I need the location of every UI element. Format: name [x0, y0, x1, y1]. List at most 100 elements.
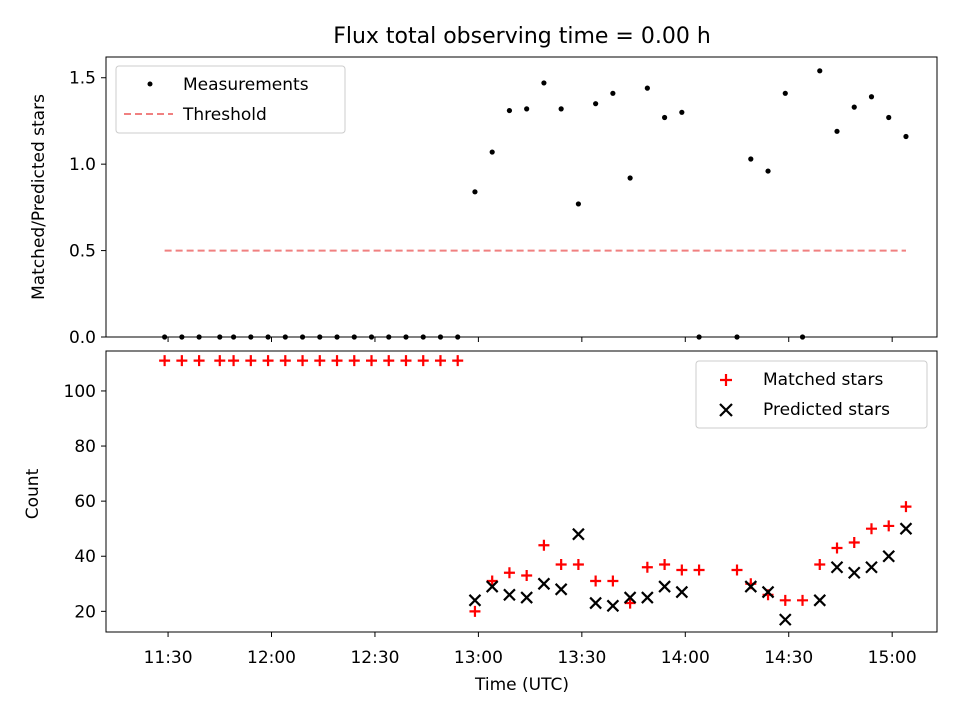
measurement-point	[196, 334, 202, 340]
matched-star-point	[486, 575, 498, 587]
legend-predicted-marker	[719, 403, 733, 417]
matched-star-point	[814, 559, 826, 571]
predicted-star-point	[485, 580, 499, 593]
matched-star-point	[176, 355, 188, 367]
measurement-point	[386, 334, 392, 340]
legend-measurements-label: Measurements	[183, 75, 309, 95]
bottom-y-tick-label: 60	[74, 492, 96, 512]
measurement-point	[575, 201, 581, 207]
matched-star-point	[831, 542, 843, 554]
matched-star-point	[314, 355, 326, 367]
matched-star-point	[348, 355, 360, 367]
matched-star-point	[521, 570, 533, 582]
top-y-tick-label: 1.0	[69, 155, 96, 175]
measurement-point	[489, 149, 495, 155]
measurement-point	[420, 334, 426, 340]
matched-star-point	[693, 564, 705, 576]
matched-star-point	[883, 520, 895, 532]
matched-star-point	[452, 355, 464, 367]
measurement-point	[696, 334, 702, 340]
predicted-star-point	[744, 580, 758, 593]
matched-star-point	[245, 355, 257, 367]
predicted-star-point	[899, 522, 913, 535]
bottom-legend: Matched stars Predicted stars	[695, 360, 928, 429]
matched-star-point	[279, 355, 291, 367]
measurement-point	[437, 334, 444, 340]
matched-star-point	[659, 559, 671, 571]
x-tick-label: 15:00	[868, 648, 917, 668]
matched-star-point	[900, 501, 912, 513]
top-y-tick-label: 0.0	[69, 328, 96, 348]
measurement-point	[334, 334, 340, 340]
matched-star-point	[676, 564, 688, 576]
x-tick-label: 13:30	[557, 648, 606, 668]
measurement-point	[179, 334, 185, 340]
measurement-point	[472, 189, 478, 195]
matched-star-point	[572, 559, 584, 571]
measurement-point	[351, 334, 357, 340]
matched-star-point	[503, 567, 515, 579]
legend-predicted-label: Predicted stars	[763, 400, 890, 420]
measurement-point	[748, 156, 754, 162]
matched-star-point	[624, 597, 636, 609]
measurement-point	[799, 334, 806, 340]
measurement-point	[403, 334, 409, 340]
predicted-star-point	[761, 585, 775, 599]
predicted-star-point	[572, 527, 585, 541]
measurement-point	[679, 109, 685, 115]
predicted-star-point	[641, 591, 654, 604]
bottom-y-tick-label: 40	[74, 547, 96, 567]
bottom-panel: 11:30 12:00 12:30 13:00 13:30 14:00 14:30 15:00…	[23, 350, 938, 695]
matched-star-point	[731, 564, 743, 576]
predicted-star-point	[589, 596, 602, 610]
measurement-point	[661, 114, 668, 121]
matched-star-point	[159, 355, 171, 367]
predicted-star-point	[882, 549, 896, 563]
matched-star-point	[538, 539, 550, 551]
measurement-point	[248, 334, 254, 340]
top-y-tick-label: 1.5	[69, 69, 96, 89]
predicted-star-point	[606, 599, 620, 613]
measurement-point	[506, 107, 513, 114]
top-y-tick-label: 0.5	[69, 242, 96, 262]
x-tick-label: 12:00	[247, 648, 296, 668]
measurement-point	[455, 334, 461, 340]
measurement-point	[903, 133, 909, 140]
measurement-point	[868, 94, 875, 100]
matched-star-point	[297, 355, 309, 367]
predicted-star-point	[503, 588, 516, 602]
predicted-star-point	[675, 585, 689, 599]
matched-star-point	[865, 523, 877, 535]
predicted-star-point	[658, 580, 671, 593]
top-legend: Measurements Threshold	[115, 65, 346, 134]
measurement-point	[782, 90, 788, 96]
legend-matched-label: Matched stars	[763, 370, 883, 390]
matched-star-point	[383, 355, 395, 367]
matched-star-point	[366, 355, 378, 367]
matched-star-point	[848, 536, 860, 548]
top-panel: 0.0 0.5 1.0 1.5 Matched/Predicted stars Mea…	[29, 56, 938, 348]
predicted-star-point	[554, 583, 568, 596]
x-axis-label: Time (UTC)	[474, 675, 569, 695]
matched-star-point	[779, 594, 791, 606]
bottom-y-tick-label: 20	[74, 602, 96, 622]
matched-star-point	[193, 355, 205, 367]
matched-star-point	[228, 355, 240, 367]
measurement-point	[734, 334, 740, 340]
predicted-star-point	[830, 560, 844, 574]
measurement-point	[558, 106, 564, 112]
bottom-y-tick-label: 80	[74, 437, 96, 457]
measurement-point	[368, 334, 375, 340]
bottom-y-tick-label: 100	[64, 382, 96, 402]
top-y-axis-label: Matched/Predicted stars	[29, 94, 49, 300]
matched-star-point	[262, 355, 274, 367]
matched-star-point	[400, 355, 412, 367]
predicted-star-point	[520, 591, 533, 604]
measurement-point	[230, 334, 237, 340]
measurement-point	[886, 114, 892, 121]
matched-star-point	[331, 355, 343, 367]
matched-star-point	[417, 355, 429, 367]
measurement-point	[217, 334, 223, 340]
matched-star-point	[641, 561, 653, 573]
